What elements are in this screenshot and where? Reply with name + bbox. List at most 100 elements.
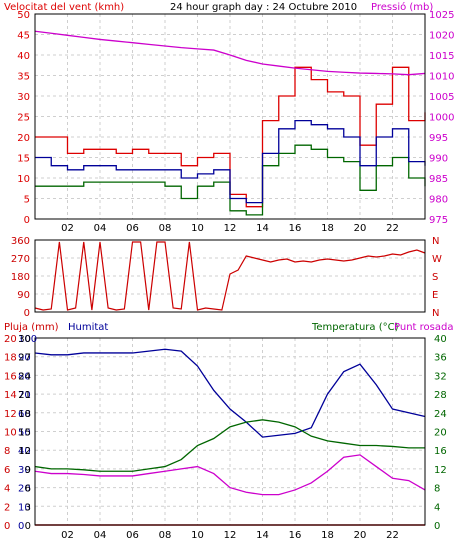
temp-tick-label: 24	[18, 371, 31, 382]
direction-tick-label: 180	[11, 272, 30, 283]
pressure-tick-label: 1015	[429, 51, 454, 62]
direction-tick-label: 270	[11, 254, 30, 265]
wind-pressure-panel	[34, 13, 426, 220]
rain-tick-label: 4	[4, 484, 10, 495]
hour-tick-label: 06	[126, 223, 139, 234]
compass-label: N	[432, 308, 439, 319]
temp-right-tick-label: 0	[434, 521, 440, 532]
humidity-tick-label: 0	[18, 521, 24, 532]
temp-right-tick-label: 4	[434, 502, 440, 513]
hour-tick-label: 04	[94, 223, 107, 234]
rain-tick-label: 20	[4, 334, 17, 345]
humidity-tick-label: 20	[18, 484, 31, 495]
pressure-tick-label: 1000	[429, 113, 454, 124]
humidity-tick-label: 50	[18, 428, 31, 439]
hour-tick-label: 06	[126, 530, 139, 541]
pressure-tick-label: 1025	[429, 10, 454, 21]
hour-tick-label: 10	[191, 223, 204, 234]
wind-tick-label: 20	[17, 133, 30, 144]
hour-tick-label: 16	[289, 223, 302, 234]
pressure-tick-label: 1020	[429, 31, 454, 42]
temp-tick-label: 21	[18, 390, 31, 401]
humidity-tick-label: 100	[18, 334, 37, 345]
hour-tick-label: 14	[256, 223, 269, 234]
temp-tick-label: 6	[25, 484, 31, 495]
hour-tick-label: 08	[159, 530, 172, 541]
hour-tick-label: 08	[159, 223, 172, 234]
wind-tick-label: 0	[24, 215, 30, 226]
temp-right-tick-label: 16	[434, 446, 447, 457]
hour-tick-label: 18	[321, 530, 334, 541]
temperature-line	[34, 419, 425, 472]
temp-tick-label: 9	[25, 465, 31, 476]
wind-direction-line	[34, 241, 426, 311]
compass-label: S	[432, 272, 438, 283]
humidity-tick-label: 30	[18, 465, 31, 476]
temp-right-tick-label: 32	[434, 371, 447, 382]
humidity-tick-label: 80	[18, 371, 31, 382]
humidity-tick-label: 90	[18, 353, 31, 364]
dewpoint-line	[34, 454, 426, 496]
humidity-tick-label: 70	[18, 390, 31, 401]
panel-frame	[34, 239, 426, 313]
wind-tick-label: 5	[24, 195, 30, 206]
direction-tick-label: 360	[11, 236, 30, 247]
humidity-tick-label: 10	[18, 502, 31, 513]
humidity-tick-label: 40	[18, 446, 31, 457]
wind-direction-panel	[34, 239, 426, 313]
pressure-tick-label: 990	[429, 154, 448, 165]
pressure-tick-label: 1005	[429, 92, 454, 103]
hour-tick-label: 18	[321, 223, 334, 234]
hour-tick-label: 20	[354, 223, 367, 234]
wind-tick-label: 25	[17, 113, 30, 124]
pressure-tick-label: 980	[429, 195, 448, 206]
rain-axis-title: Pluja (mm)	[4, 322, 59, 333]
temp-right-tick-label: 20	[434, 428, 447, 439]
pressure-tick-label: 975	[429, 215, 448, 226]
panel-frame	[34, 337, 426, 526]
hour-tick-label: 04	[94, 530, 107, 541]
wind-avg-line	[35, 119, 426, 204]
pressure-axis-title: Pressió (mb)	[371, 1, 433, 13]
wind-tick-label: 40	[17, 51, 30, 62]
temp-right-tick-label: 12	[434, 465, 447, 476]
wind-axis-title: Velocitat del vent (kmh)	[4, 2, 124, 13]
hour-tick-label: 02	[61, 530, 74, 541]
wind-tick-label: 10	[17, 174, 30, 185]
rain-tick-label: 14	[4, 390, 17, 401]
temp-tick-label: 18	[18, 409, 31, 420]
wind-tick-label: 35	[17, 72, 30, 83]
temp-tick-label: 3	[25, 502, 31, 513]
panel-frame	[34, 13, 426, 220]
temp-humidity-panel	[34, 337, 426, 526]
compass-label: E	[432, 290, 438, 301]
chart-title: 24 hour graph day : 24 Octubre 2010	[170, 2, 357, 13]
temperature-axis-title: Temperatura (°C)	[311, 322, 399, 333]
rain-tick-label: 8	[4, 446, 10, 457]
rain-tick-label: 18	[4, 353, 17, 364]
wind-min-line	[35, 144, 426, 216]
hour-tick-label: 12	[224, 223, 237, 234]
hour-tick-label: 12	[224, 530, 237, 541]
temp-right-tick-label: 24	[434, 409, 447, 420]
hour-tick-label: 22	[386, 530, 399, 541]
rain-tick-label: 10	[4, 428, 17, 439]
hour-tick-label: 02	[61, 223, 74, 234]
hour-tick-label: 10	[191, 530, 204, 541]
rain-tick-label: 16	[4, 371, 17, 382]
pressure-line	[34, 30, 426, 76]
temp-right-tick-label: 28	[434, 390, 447, 401]
rain-tick-label: 12	[4, 409, 17, 420]
rain-tick-label: 6	[4, 465, 10, 476]
compass-label: W	[432, 254, 442, 265]
direction-tick-label: 90	[17, 290, 30, 301]
temp-right-tick-label: 36	[434, 353, 447, 364]
hour-tick-label: 22	[386, 223, 399, 234]
temp-tick-label: 27	[18, 353, 31, 364]
temp-tick-label: 15	[18, 428, 31, 439]
humidity-tick-label: 60	[18, 409, 31, 420]
hour-tick-label: 14	[256, 530, 269, 541]
wind-tick-label: 15	[17, 154, 30, 165]
wind-tick-label: 50	[17, 10, 30, 21]
